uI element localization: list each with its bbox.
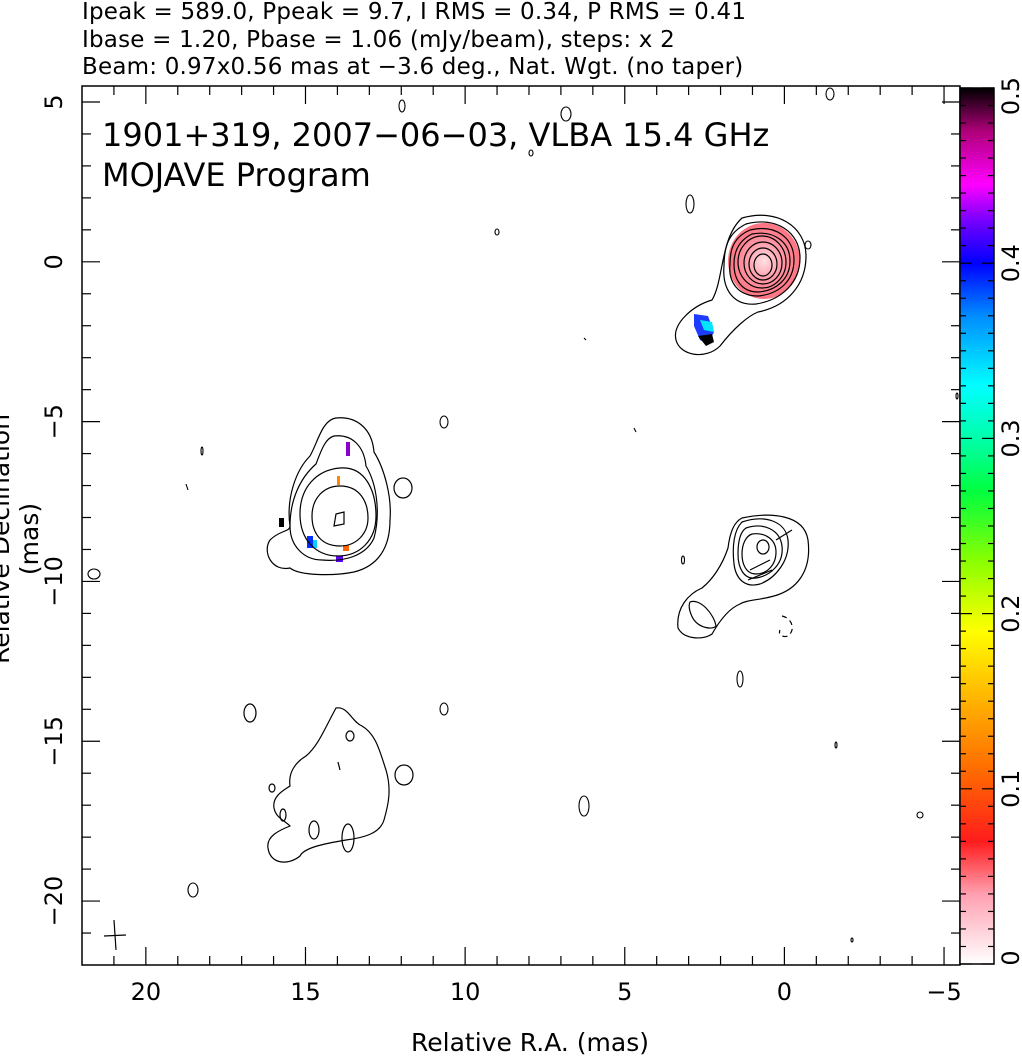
x-tick-label: 10 bbox=[450, 978, 481, 1006]
y-tick-label: 0 bbox=[40, 254, 68, 269]
axis-ticks bbox=[82, 86, 960, 965]
colorbar-tick-label: 0.4 bbox=[997, 244, 1022, 282]
x-tick-label: 20 bbox=[131, 978, 162, 1006]
x-tick-label: 5 bbox=[617, 978, 632, 1006]
colorbar-tick-label: 0.5 bbox=[997, 77, 1022, 115]
colorbar-tick-labels: 0 0.1 0.2 0.3 0.4 0.5 bbox=[997, 77, 1022, 966]
header-line-3: Beam: 0.97x0.56 mas at −3.6 deg., Nat. W… bbox=[82, 54, 744, 80]
colorbar-ticks bbox=[960, 87, 994, 965]
noise-contours bbox=[87, 87, 959, 943]
header-line-1: Ipeak = 589.0, Ppeak = 9.7, I RMS = 0.34… bbox=[82, 0, 747, 25]
colorbar-tick-label: 0.2 bbox=[997, 595, 1022, 633]
header-line-2: Ibase = 1.20, Pbase = 1.06 (mJy/beam), s… bbox=[82, 27, 675, 53]
y-tick-label: −5 bbox=[40, 404, 68, 439]
x-tick-label: 15 bbox=[290, 978, 321, 1006]
y-tick-label: 5 bbox=[40, 94, 68, 109]
chart-subtitle: MOJAVE Program bbox=[102, 156, 371, 194]
chart-title: 1901+319, 2007−06−03, VLBA 15.4 GHz bbox=[102, 116, 770, 154]
y-axis-label: Relative Declination (mas) bbox=[0, 413, 44, 665]
plot-frame bbox=[81, 85, 961, 966]
axis-tick-labels: 20 15 10 5 0 −5 5 0 −5 −10 −15 −20 bbox=[40, 94, 962, 1006]
jet-component-left bbox=[266, 417, 413, 576]
x-tick-label: 0 bbox=[777, 978, 792, 1006]
core-component bbox=[674, 214, 807, 356]
colorbar-tick-label: 0.1 bbox=[997, 770, 1022, 808]
x-axis-label: Relative R.A. (mas) bbox=[411, 1028, 649, 1057]
colorbar-tick-label: 0.3 bbox=[997, 419, 1022, 457]
y-tick-label: −10 bbox=[40, 556, 68, 607]
beam-marker bbox=[103, 919, 127, 951]
polarization-pixels bbox=[279, 314, 714, 562]
colorbar-tick-label: 0 bbox=[997, 950, 1022, 965]
y-tick-label: −15 bbox=[40, 716, 68, 767]
y-tick-label: −20 bbox=[40, 876, 68, 927]
jet-component-right bbox=[677, 514, 810, 639]
x-tick-label: −5 bbox=[926, 978, 961, 1006]
jet-component-diffuse bbox=[243, 703, 414, 863]
